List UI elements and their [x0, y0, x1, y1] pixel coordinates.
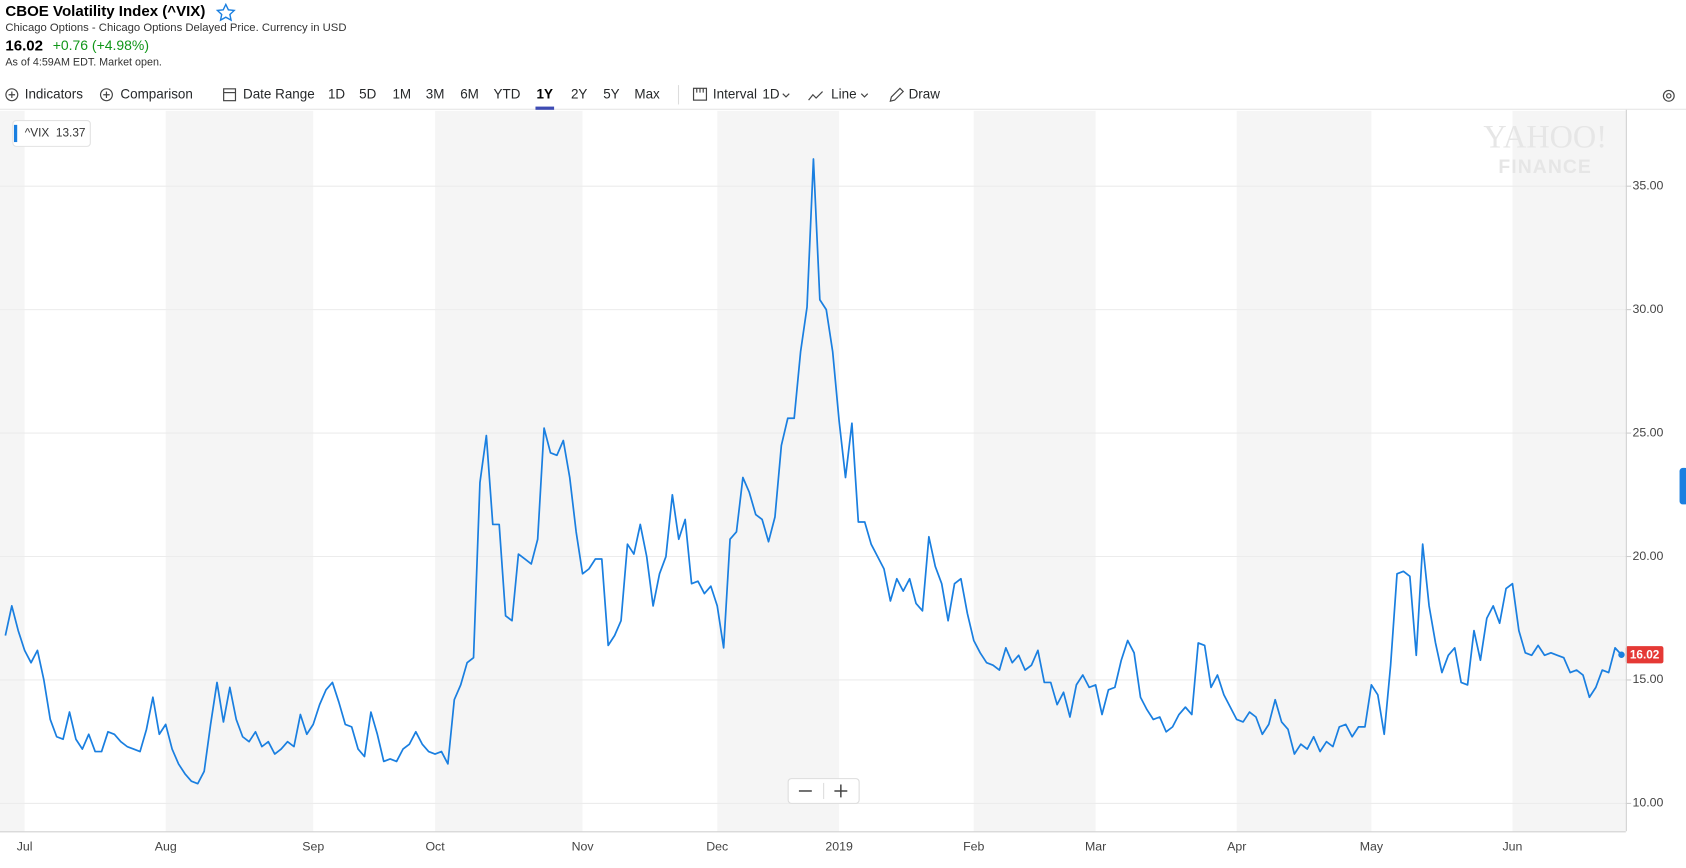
quote-title: CBOE Volatility Index (^VIX): [5, 3, 205, 20]
quote-as-of: As of 4:59AM EDT. Market open.: [5, 56, 162, 68]
month-band: [717, 110, 840, 832]
range-button[interactable]: 2Y: [571, 86, 587, 101]
draw-button[interactable]: Draw: [909, 86, 941, 101]
y-tick-label: 20.00: [1632, 549, 1663, 563]
y-tick-label: 15.00: [1632, 672, 1663, 686]
range-button[interactable]: Max: [634, 86, 660, 101]
interval-value[interactable]: 1D: [762, 86, 779, 101]
zoom-controls: [787, 778, 860, 804]
x-tick-label: Apr: [1227, 840, 1246, 854]
price-line: [4, 158, 1623, 785]
line-icon: [808, 91, 823, 101]
last-price-label: 16.02: [1630, 647, 1660, 661]
y-tick-label: 35.00: [1632, 178, 1663, 192]
watch-star[interactable]: [215, 2, 236, 22]
y-tick-label: 25.00: [1632, 425, 1663, 439]
quote-price: 16.02: [5, 37, 43, 54]
x-tick-label: 2019: [825, 840, 853, 854]
month-band: [1512, 110, 1626, 832]
legend-box: [12, 120, 91, 147]
month-band: [1236, 110, 1372, 832]
last-price-tag: [1625, 646, 1664, 664]
x-tick-label: Jun: [1502, 840, 1522, 854]
toolbar: Indicators Comparison Date Range 1D 5D 1…: [5, 85, 1675, 105]
interval-icon-ticks: [696, 88, 704, 93]
y-tick-label: 30.00: [1632, 302, 1663, 316]
month-band: [435, 110, 583, 832]
x-tick-label: Jul: [17, 840, 33, 854]
range-button[interactable]: 1Y: [537, 86, 553, 101]
x-tick-label: May: [1360, 840, 1384, 854]
watermark: FINANCE: [1498, 156, 1592, 178]
line-type-button[interactable]: Line: [831, 86, 856, 101]
draw-icon: [889, 87, 905, 103]
legend-value: 13.37: [56, 126, 86, 140]
x-tick-label: Nov: [572, 840, 595, 854]
settings-icon-hub: [1666, 93, 1672, 99]
range-button[interactable]: YTD: [494, 86, 521, 101]
x-tick-label: Feb: [963, 840, 984, 854]
comparison-icon: [99, 88, 113, 102]
range-button[interactable]: 5D: [359, 86, 376, 101]
last-point: [1618, 651, 1625, 659]
month-band: [0, 110, 25, 832]
zoom-in[interactable]: [834, 784, 848, 798]
comparison-icon-plus: [103, 91, 110, 98]
x-tick-label: Sep: [302, 840, 324, 854]
indicators-icon-plus: [8, 91, 16, 98]
month-band: [165, 110, 314, 832]
month-band: [973, 110, 1096, 832]
y-tick-label: 10.00: [1632, 796, 1663, 810]
range-button[interactable]: 5Y: [603, 86, 619, 101]
range-button[interactable]: 6M: [460, 86, 479, 101]
x-tick-label: Aug: [155, 840, 177, 854]
selected-underline: [535, 106, 555, 110]
quote-subtitle: Chicago Options - Chicago Options Delaye…: [5, 22, 346, 34]
indicators-icon: [5, 88, 19, 102]
legend-swatch: [13, 124, 18, 143]
range-button[interactable]: 1D: [328, 86, 345, 101]
settings-icon[interactable]: [1662, 89, 1675, 102]
x-tick-label: Oct: [425, 840, 445, 854]
quote-change: +0.76 (+4.98%): [53, 37, 149, 53]
chevron: [782, 93, 790, 98]
series-legend: ^VIX 13.37: [12, 120, 91, 147]
x-tick-label: Dec: [706, 840, 728, 854]
x-tick-label: Mar: [1085, 840, 1106, 854]
month-bands: [0, 110, 1626, 832]
watermark: YAHOO!: [1483, 118, 1607, 154]
comparison-button[interactable]: Comparison: [120, 86, 192, 101]
date-range-button[interactable]: Date Range: [243, 86, 315, 101]
indicators-button[interactable]: Indicators: [25, 86, 84, 101]
interval-label[interactable]: Interval: [713, 86, 757, 101]
plot: 16.02: [4, 158, 1664, 785]
side-tab[interactable]: [1679, 467, 1686, 505]
legend-name: ^VIX: [25, 126, 50, 140]
range-button[interactable]: 3M: [426, 86, 445, 101]
calendar-icon: [223, 88, 237, 102]
range-button[interactable]: 1M: [392, 86, 411, 101]
chevron: [860, 93, 869, 98]
